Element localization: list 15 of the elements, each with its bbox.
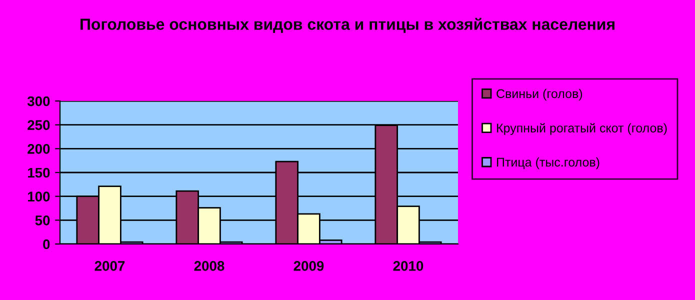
- x-tick-label: 2010: [393, 261, 424, 271]
- x-tick-label: 2007: [94, 261, 125, 271]
- y-tick-label: 150: [28, 168, 50, 178]
- y-tick-label: 100: [28, 192, 50, 202]
- legend-label: Птица (тыс.голов): [497, 157, 600, 170]
- legend-label: Крупный рогатый скот (голов): [497, 123, 667, 135]
- chart-title: Поголовье основных видов скота и птицы в хозяйствах населения: [80, 18, 614, 33]
- y-tick-label: 250: [28, 120, 50, 130]
- x-tick-label: 2009: [294, 261, 324, 271]
- y-tick-label: 300: [27, 96, 50, 106]
- y-tick-label: 0: [43, 239, 50, 250]
- y-tick-label: 50: [35, 216, 50, 226]
- x-tick-label: 2008: [194, 261, 224, 271]
- legend-label: Свиньи (голов): [496, 88, 582, 101]
- y-tick-label: 200: [28, 144, 50, 154]
